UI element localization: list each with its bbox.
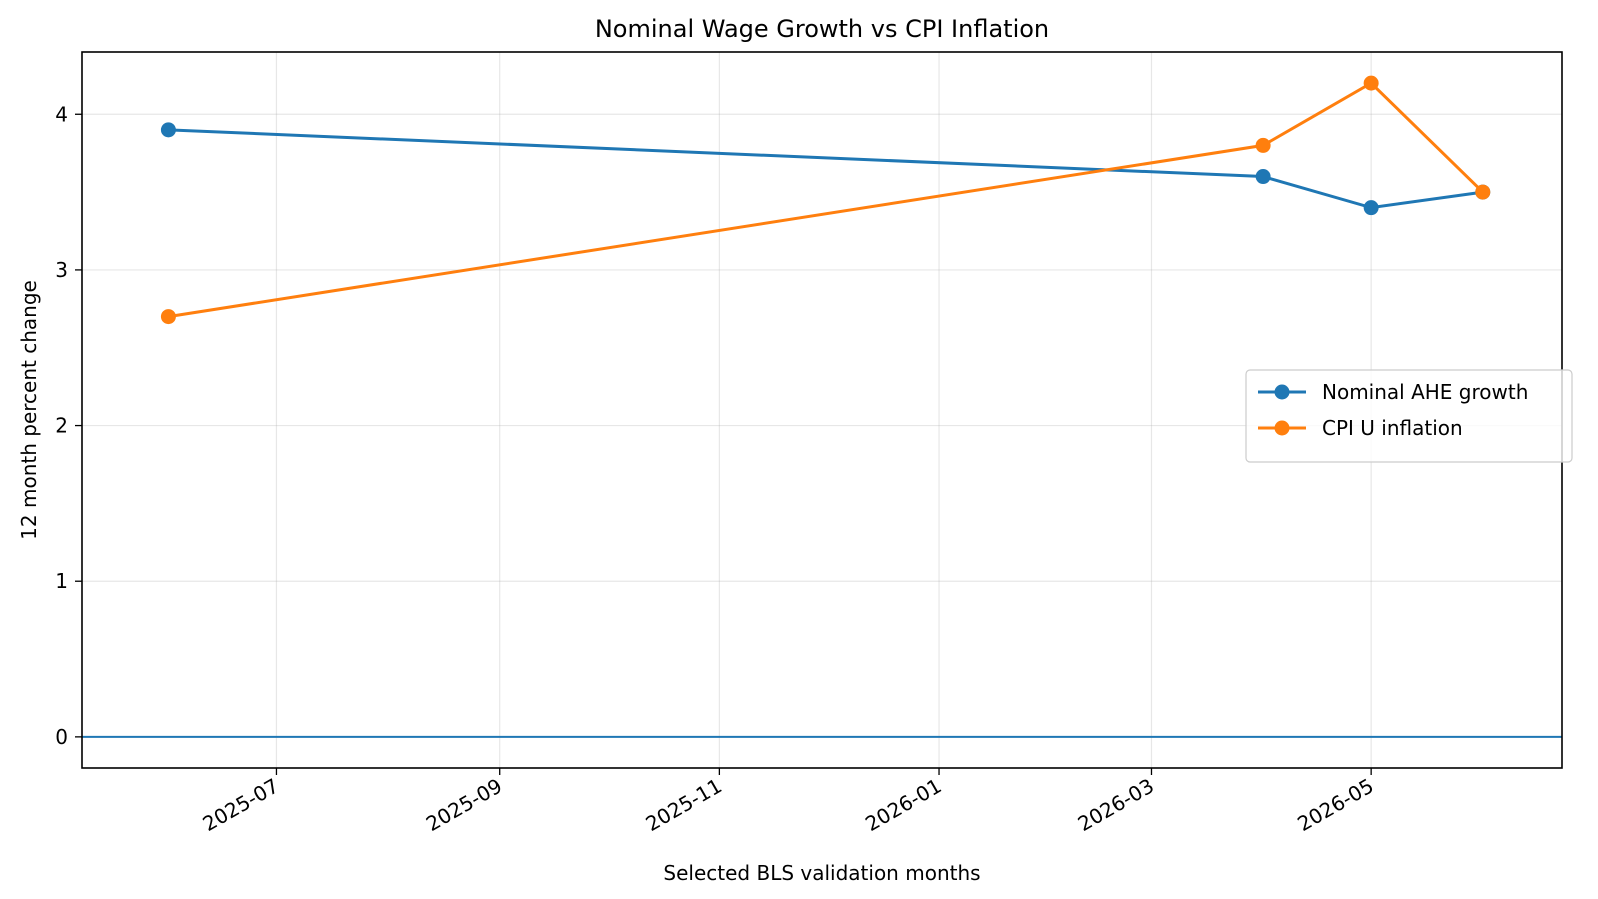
- y-tick-label: 0: [55, 725, 68, 749]
- legend-item: CPI U inflation: [1258, 416, 1463, 440]
- y-tick-label: 3: [55, 258, 68, 282]
- legend-box: [1245, 369, 1573, 463]
- chart-title: Nominal Wage Growth vs CPI Inflation: [595, 15, 1049, 43]
- legend: Nominal AHE growth CPI U inflation: [1245, 369, 1573, 463]
- y-axis: 0 1 2 3 4: [55, 102, 82, 749]
- data-point: [160, 122, 176, 138]
- data-point: [1363, 75, 1379, 91]
- y-tick-label: 1: [55, 569, 68, 593]
- series-line: [168, 81, 1484, 319]
- y-axis-label: 12 month percent change: [17, 280, 41, 540]
- legend-marker: [1274, 384, 1290, 400]
- legend-label: Nominal AHE growth: [1322, 380, 1528, 404]
- data-point: [1255, 137, 1271, 153]
- data-point: [1255, 169, 1271, 185]
- series-2: [160, 75, 1491, 325]
- x-axis-label: Selected BLS validation months: [663, 861, 980, 885]
- legend-marker: [1274, 420, 1290, 436]
- legend-label: CPI U inflation: [1322, 416, 1463, 440]
- legend-item: Nominal AHE growth: [1258, 380, 1528, 404]
- series-layer: [160, 75, 1491, 325]
- data-point: [160, 309, 176, 325]
- y-tick-label: 2: [55, 414, 68, 438]
- data-point: [1363, 200, 1379, 216]
- series-line: [168, 128, 1483, 210]
- data-point: [1475, 184, 1491, 200]
- y-tick-label: 4: [55, 102, 68, 126]
